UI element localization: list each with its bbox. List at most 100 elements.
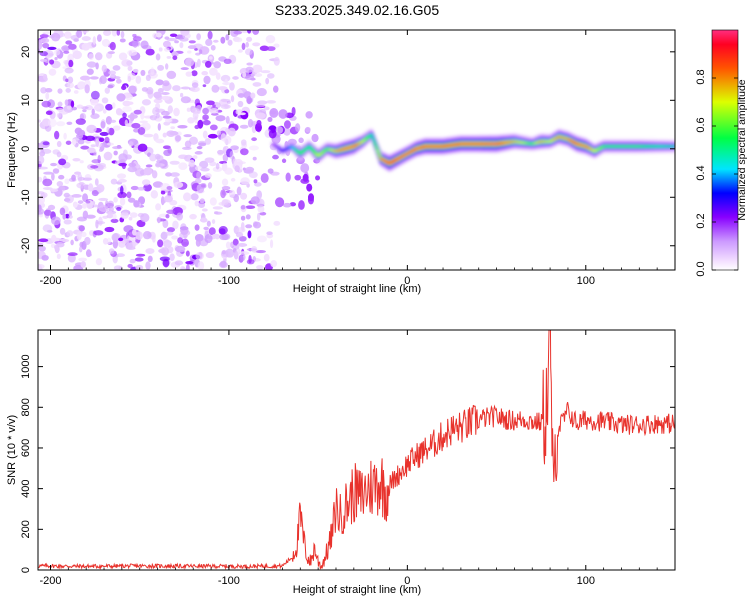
snr-y-ticks: 0 200 400 600 800 1000 — [20, 354, 675, 573]
noise-blob — [203, 75, 211, 85]
noise-blob — [211, 84, 220, 93]
noise-blob — [117, 191, 127, 199]
noise-blob — [112, 233, 120, 243]
noise-blob — [107, 200, 115, 208]
snr-x-tick-label: -100 — [218, 575, 240, 587]
noise-blob — [187, 117, 195, 124]
noise-blob — [137, 127, 146, 135]
noise-blob — [247, 118, 254, 128]
noise-blob — [90, 113, 100, 120]
noise-blob — [77, 81, 86, 90]
noise-blob — [248, 171, 258, 179]
noise-blob — [195, 52, 201, 56]
noise-blob — [78, 257, 88, 262]
noise-blob — [237, 49, 243, 53]
noise-blob — [98, 77, 103, 85]
noise-blob — [198, 49, 203, 55]
noise-blob — [169, 172, 180, 177]
noise-blob — [147, 255, 153, 263]
ridge-segment — [292, 148, 298, 151]
noise-blob — [116, 93, 126, 102]
noise-blob — [58, 158, 67, 166]
noise-blob — [111, 102, 116, 109]
noise-blob — [41, 254, 49, 261]
snr-y-tick-label: 600 — [20, 439, 32, 457]
noise-blob — [245, 214, 251, 220]
noise-blob — [204, 233, 213, 244]
noise-blob — [68, 215, 73, 219]
noise-blob — [222, 155, 228, 159]
noise-blob — [49, 188, 59, 193]
noise-blob — [47, 204, 56, 211]
noise-blob — [48, 68, 57, 76]
spectrogram-y-ticks: -20 -10 0 10 20 — [20, 46, 675, 254]
noise-blob — [237, 161, 246, 165]
noise-blob — [174, 260, 184, 266]
noise-blob — [41, 100, 51, 108]
noise-blob — [188, 159, 195, 167]
noise-blob — [237, 93, 245, 98]
noise-blob — [252, 30, 260, 35]
noise-blob — [113, 76, 121, 80]
ridge-segment — [376, 153, 382, 156]
noise-blob — [190, 193, 199, 201]
noise-blob — [85, 135, 96, 141]
noise-blob — [257, 100, 268, 105]
noise-blob — [215, 162, 220, 170]
noise-blob — [157, 239, 164, 248]
noise-blob — [237, 243, 248, 247]
snr-x-tick-label: 0 — [404, 575, 410, 587]
noise-blob — [43, 171, 54, 175]
noise-blob — [150, 67, 155, 76]
colorbar-label: Normalized spectral amplitude — [736, 79, 748, 220]
noise-blob — [252, 156, 257, 161]
noise-blob — [81, 42, 91, 51]
ridge-segment — [312, 151, 318, 154]
noise-blob — [194, 124, 200, 130]
noise-blob — [225, 34, 230, 41]
noise-blob — [80, 261, 87, 268]
noise-blob — [127, 263, 133, 269]
noise-blob — [107, 210, 114, 219]
noise-blob — [121, 59, 132, 67]
noise-blob — [256, 265, 264, 270]
noise-blob — [199, 198, 205, 204]
colorbar: 0.0 0.2 0.4 0.6 0.8 Normalized spectral ampl… — [695, 29, 748, 277]
noise-blob — [221, 250, 226, 255]
noise-blob — [227, 127, 236, 137]
noise-blob — [128, 162, 137, 168]
noise-blob — [221, 178, 229, 186]
noise-blob — [126, 101, 134, 106]
noise-blob — [40, 37, 50, 44]
noise-blob — [71, 194, 82, 198]
noise-blob — [50, 162, 58, 167]
noise-blob — [188, 40, 196, 44]
ridge-segment — [291, 147, 296, 149]
noise-blob — [108, 70, 117, 75]
noise-blob — [155, 138, 165, 144]
noise-blob — [137, 186, 146, 191]
noise-blob — [96, 183, 105, 193]
noise-blob — [119, 197, 126, 206]
noise-blob — [116, 253, 125, 258]
noise-blob — [44, 57, 51, 63]
noise-blob — [162, 132, 167, 138]
noise-blob — [112, 125, 121, 131]
noise-blob — [169, 131, 179, 136]
noise-blob — [127, 65, 133, 71]
noise-blob — [246, 30, 252, 34]
noise-blob — [240, 177, 250, 185]
noise-blob — [166, 185, 173, 190]
noise-blob — [201, 71, 209, 76]
noise-blob — [65, 78, 69, 83]
noise-blob — [63, 192, 70, 198]
noise-blob — [152, 181, 164, 188]
noise-blob — [106, 126, 110, 134]
noise-blob — [213, 61, 222, 69]
spectrogram-y-tick-label: -20 — [20, 238, 32, 254]
noise-blob — [87, 147, 96, 154]
noise-blob — [42, 224, 53, 233]
noise-blob — [196, 145, 203, 150]
noise-blob — [97, 154, 101, 164]
noise-blob — [149, 153, 157, 162]
